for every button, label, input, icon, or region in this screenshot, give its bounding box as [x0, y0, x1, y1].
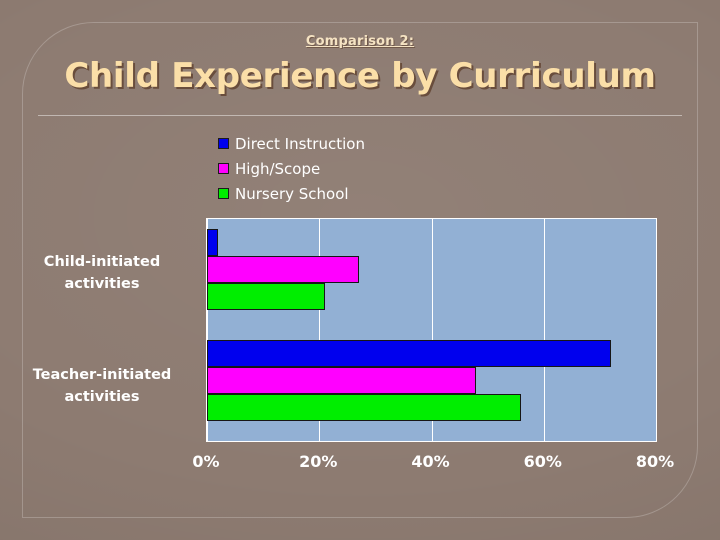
legend-swatch-icon — [218, 138, 229, 149]
x-axis-tick-label: 60% — [523, 452, 562, 471]
chart-bar — [207, 283, 325, 310]
legend-label: Direct Instruction — [235, 134, 365, 153]
x-axis-tick-label: 40% — [411, 452, 450, 471]
category-label-teacher-initiated: Teacher-initiated activities — [32, 367, 172, 405]
chart-legend: Direct Instruction High/Scope Nursery Sc… — [218, 131, 365, 206]
chart-gridline — [319, 219, 321, 441]
chart-bar — [207, 394, 522, 421]
legend-label: Nursery School — [235, 184, 349, 203]
chart-bar — [207, 229, 219, 256]
chart-plot-area — [206, 218, 657, 442]
category-label-child-initiated: Child-initiated activities — [43, 254, 161, 292]
title-divider — [38, 115, 682, 116]
legend-swatch-icon — [218, 188, 229, 199]
chart-gridline — [207, 219, 208, 441]
legend-swatch-icon — [218, 163, 229, 174]
legend-item: Direct Instruction — [218, 131, 365, 156]
x-axis-tick-label: 0% — [192, 452, 220, 471]
chart-bar — [207, 256, 359, 283]
slide-subtitle: Comparison 2: — [305, 34, 415, 49]
chart-gridline — [656, 219, 657, 441]
chart-bar — [207, 340, 612, 367]
chart-bar — [207, 367, 477, 394]
legend-item: High/Scope — [218, 156, 365, 181]
x-axis-tick-label: 80% — [635, 452, 675, 471]
legend-label: High/Scope — [235, 159, 321, 178]
legend-item: Nursery School — [218, 181, 365, 206]
chart-gridline — [543, 219, 545, 441]
chart-gridline — [431, 219, 433, 441]
slide-title: Child Experience by Curriculum — [64, 56, 656, 96]
x-axis-tick-label: 20% — [299, 452, 338, 471]
title-block: Comparison 2: Child Experience by Curric… — [0, 34, 720, 96]
